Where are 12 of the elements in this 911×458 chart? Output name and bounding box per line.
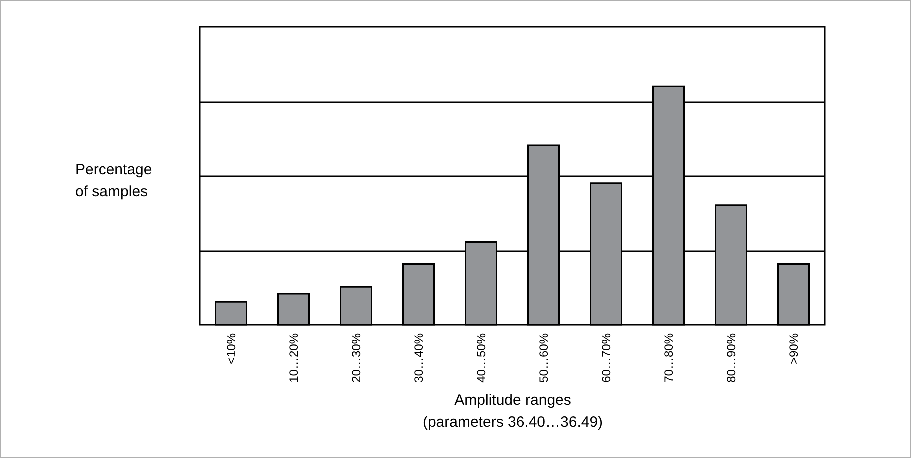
x-tick-label: 80…90%: [724, 333, 738, 383]
x-tick-label: 20…30%: [349, 333, 364, 383]
x-tick-label: 10…20%: [286, 333, 301, 383]
x-tick-label: >90%: [786, 333, 801, 365]
x-tick-label: <10%: [224, 333, 238, 365]
x-axis-title: Amplitude ranges (parameters 36.40…36.49): [422, 392, 604, 431]
x-tick-label: 30…40%: [412, 333, 426, 383]
y-axis-title: Percentage of samples: [76, 162, 152, 200]
x-tick-label: 50…60%: [536, 333, 551, 383]
x-tick-label: 40…50%: [474, 333, 488, 383]
x-tick-label: 60…70%: [599, 333, 614, 383]
x-tick-label: 70…80%: [662, 333, 676, 383]
